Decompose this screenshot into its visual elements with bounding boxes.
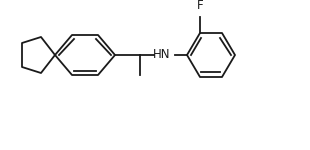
Text: F: F [197, 0, 203, 12]
Text: HN: HN [153, 48, 171, 62]
